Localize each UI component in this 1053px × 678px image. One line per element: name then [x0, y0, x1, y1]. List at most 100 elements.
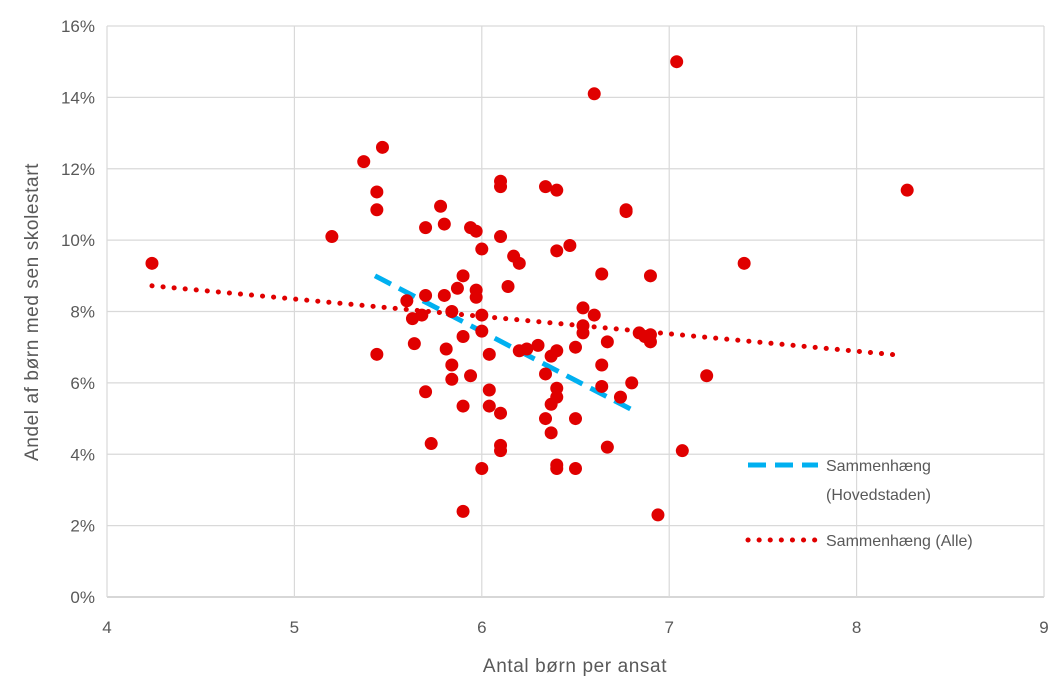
data-point [407, 337, 421, 351]
data-point [437, 288, 451, 302]
data-point [587, 308, 601, 322]
y-tick-label: 14% [61, 88, 95, 107]
data-point [625, 376, 639, 390]
data-point [456, 269, 470, 283]
data-point [550, 462, 564, 476]
data-point [700, 369, 714, 383]
data-point [550, 390, 564, 404]
data-point [600, 335, 614, 349]
data-point [419, 288, 433, 302]
data-point [445, 358, 459, 372]
legend: Sammenhæng (Hovedstaden) Sammenhæng (All… [745, 458, 973, 550]
y-tick-label: 12% [61, 160, 95, 179]
y-tick-label: 10% [61, 231, 95, 250]
data-point [464, 369, 478, 383]
data-point [494, 406, 508, 420]
data-point [550, 344, 564, 358]
data-point [643, 269, 657, 283]
data-point [475, 324, 489, 338]
data-point [512, 256, 526, 270]
data-point [595, 379, 609, 393]
data-point [531, 338, 545, 352]
data-point [494, 230, 508, 244]
legend-label-alle: Sammenhæng (Alle) [826, 533, 973, 550]
data-point [494, 180, 508, 194]
data-point [539, 367, 553, 381]
data-point [482, 347, 496, 361]
data-point [494, 444, 508, 458]
x-tick-label: 4 [102, 618, 111, 637]
data-point [370, 185, 384, 199]
data-point [576, 301, 590, 315]
data-point [600, 440, 614, 454]
data-point [370, 203, 384, 217]
data-point [619, 205, 633, 219]
data-point [419, 221, 433, 235]
gridlines [106, 25, 1045, 598]
data-point [357, 155, 371, 169]
x-tick-label: 9 [1039, 618, 1048, 637]
data-point [456, 504, 470, 518]
data-point [501, 280, 515, 294]
legend-label-hovedstaden-line1: Sammenhæng [826, 458, 931, 475]
data-point [675, 444, 689, 458]
data-point [475, 308, 489, 322]
x-tick-label: 5 [290, 618, 299, 637]
data-point [550, 183, 564, 197]
data-point [450, 281, 464, 295]
data-point [325, 230, 339, 244]
x-tick-label: 6 [477, 618, 486, 637]
data-point [563, 238, 577, 252]
data-point [370, 347, 384, 361]
data-point [539, 180, 553, 194]
data-point [437, 217, 451, 231]
data-point [569, 462, 582, 476]
data-point [569, 340, 582, 354]
data-point [469, 290, 483, 304]
data-point [595, 358, 609, 372]
data-point [550, 381, 564, 395]
x-tick-label: 7 [664, 618, 673, 637]
data-point [613, 390, 627, 404]
data-point [651, 508, 665, 522]
y-tick-label: 4% [70, 445, 95, 464]
data-point [145, 256, 159, 270]
y-tick-label: 6% [70, 374, 95, 393]
data-point [569, 412, 582, 426]
x-axis-title: Antal børn per ansat [483, 656, 667, 677]
data-point [469, 224, 483, 238]
data-point [643, 335, 657, 349]
data-point [415, 308, 429, 322]
data-point [400, 294, 414, 308]
x-tick-label: 8 [852, 618, 861, 637]
data-point [434, 199, 448, 213]
y-axis-title: Andel af børn med sen skolestart [22, 163, 43, 461]
data-point [482, 383, 496, 397]
data-point [595, 267, 609, 281]
tick-labels: 0% 2% 4% 6% 8% 10% 12% 14% 16% 4 5 6 7 8 9 [61, 17, 1049, 637]
y-tick-label: 8% [70, 303, 95, 322]
data-point [576, 326, 590, 340]
data-point [670, 55, 684, 69]
data-point [375, 140, 389, 154]
y-tick-label: 2% [70, 517, 95, 536]
data-point [456, 399, 470, 413]
data-point [900, 183, 914, 197]
legend-label-hovedstaden-line2: (Hovedstaden) [826, 487, 931, 504]
data-point [456, 329, 470, 343]
trendlines [149, 273, 901, 412]
trendline-hovedstaden [373, 273, 633, 412]
data-point [550, 244, 564, 258]
data-point [482, 399, 496, 413]
data-points [145, 55, 914, 522]
data-point [737, 256, 751, 270]
data-point [475, 462, 489, 476]
data-point [544, 426, 558, 440]
data-point [475, 242, 489, 256]
data-point [424, 437, 438, 451]
data-point [520, 342, 534, 356]
data-point [445, 372, 459, 386]
data-point [445, 305, 459, 318]
